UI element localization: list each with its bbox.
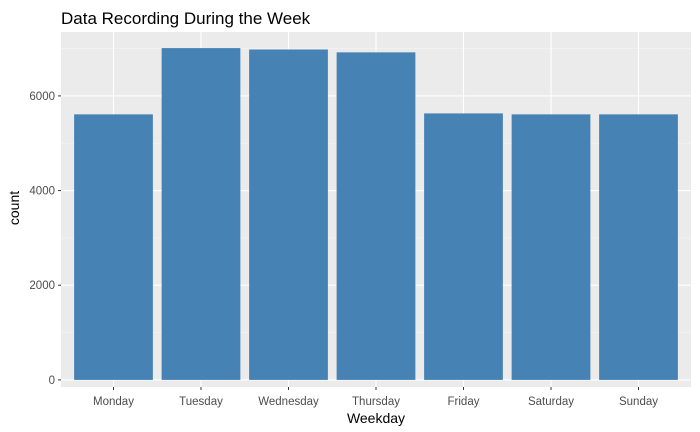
bar-thursday bbox=[336, 52, 416, 380]
x-axis: Monday Tuesday Wednesday Thursday Friday Satu… bbox=[93, 387, 658, 408]
y-axis-title: count bbox=[6, 191, 22, 225]
y-tick-label: 6000 bbox=[29, 91, 55, 103]
bars bbox=[74, 48, 678, 380]
x-axis-title: Weekday bbox=[347, 410, 405, 426]
x-tick-label: Sunday bbox=[619, 396, 658, 408]
x-tick-label: Saturday bbox=[528, 396, 574, 408]
bar-saturday bbox=[511, 114, 591, 380]
chart-title: Data Recording During the Week bbox=[61, 9, 311, 28]
y-axis: 0 2000 4000 6000 bbox=[29, 91, 61, 387]
y-tick-label: 0 bbox=[49, 375, 55, 387]
bar-wednesday bbox=[249, 49, 328, 380]
bar-sunday bbox=[599, 114, 678, 380]
bar-monday bbox=[74, 114, 153, 380]
x-tick-label: Friday bbox=[448, 396, 480, 408]
bar-tuesday bbox=[161, 48, 241, 380]
x-tick-label: Tuesday bbox=[179, 396, 223, 408]
x-tick-label: Thursday bbox=[352, 396, 400, 408]
x-tick-label: Monday bbox=[93, 396, 134, 408]
x-tick-label: Wednesday bbox=[258, 396, 319, 408]
y-tick-label: 2000 bbox=[29, 280, 55, 292]
y-tick-label: 4000 bbox=[29, 186, 55, 198]
bar-friday bbox=[424, 113, 503, 380]
